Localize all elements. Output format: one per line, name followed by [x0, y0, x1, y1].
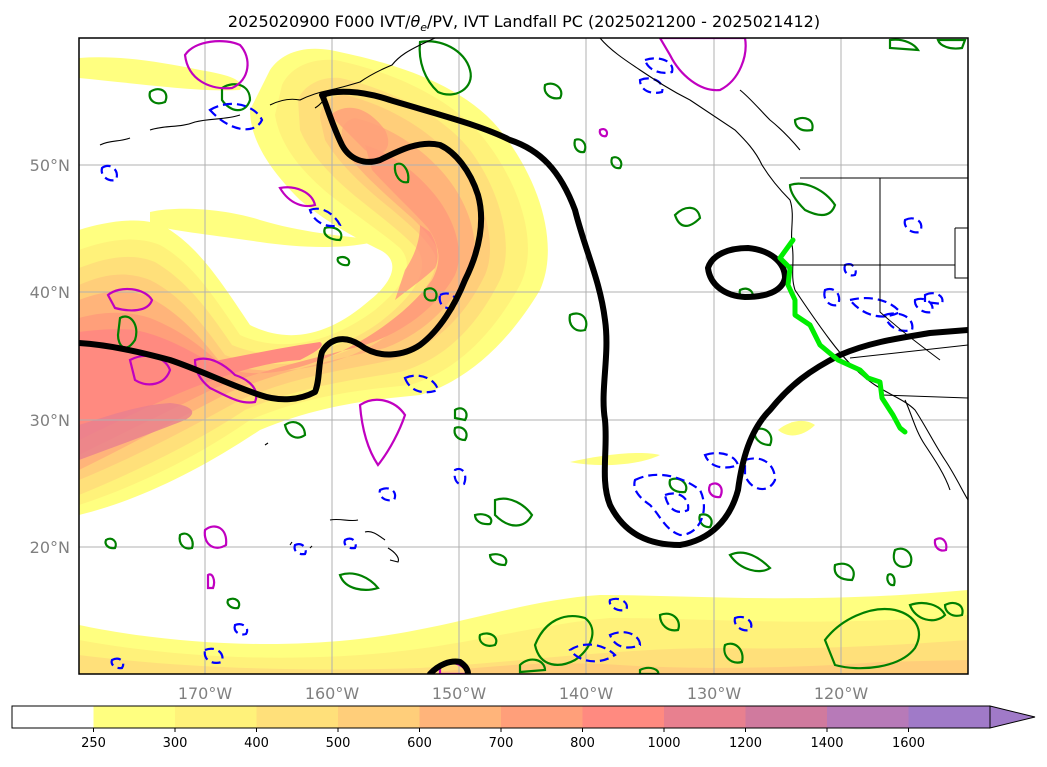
colorbar-segment	[501, 706, 583, 728]
colorbar-tick-label: 600	[407, 736, 432, 751]
pv-negative-contours	[100, 57, 944, 670]
colorbar-tick-label: 300	[163, 736, 188, 751]
colorbar-tick-label: 400	[244, 736, 269, 751]
colorbar-segment	[175, 706, 257, 728]
gridlines	[79, 38, 968, 674]
longitude-labels: 170°W 160°W 150°W 140°W 130°W 120°W	[178, 684, 869, 703]
chart-title: 2025020900 F000 IVT/θe/PV, IVT Landfall …	[228, 12, 820, 34]
lon-label: 150°W	[432, 684, 487, 703]
map-panel	[79, 38, 968, 674]
lon-label: 130°W	[687, 684, 742, 703]
latitude-labels: 50°N 40°N 30°N 20°N	[30, 156, 70, 557]
colorbar: 250 300 400 500 600 700 800 1000 1200 1400 1600	[11, 705, 1036, 751]
colorbar-segment	[664, 706, 746, 728]
lat-label: 20°N	[30, 538, 70, 557]
lat-label: 40°N	[30, 283, 70, 302]
colorbar-extend-arrow	[989, 705, 1036, 729]
lon-label: 120°W	[814, 684, 869, 703]
colorbar-tick-label: 700	[489, 736, 514, 751]
colorbar-segment	[827, 706, 909, 728]
colorbar-tick-label: 800	[570, 736, 595, 751]
lat-label: 30°N	[30, 411, 70, 430]
colorbar-segment	[12, 706, 94, 728]
colorbar-segment	[419, 706, 502, 728]
colorbar-tick-label: 1000	[647, 736, 680, 751]
colorbar-tick-label: 1200	[729, 736, 762, 751]
ivt-landfall-line	[777, 237, 908, 435]
colorbar-tick-label: 1600	[892, 736, 925, 751]
lon-label: 160°W	[305, 684, 360, 703]
colorbar-segment	[338, 706, 420, 728]
ivt-contour-lines	[79, 88, 968, 674]
colorbar-segment	[582, 706, 665, 728]
colorbar-tick-label: 500	[326, 736, 351, 751]
state-borders	[790, 177, 968, 399]
lat-label: 50°N	[30, 156, 70, 175]
colorbar-segment	[908, 706, 991, 728]
colorbar-segment	[745, 706, 828, 728]
colorbar-segment	[93, 706, 176, 728]
colorbar-tick-label: 1400	[810, 736, 843, 751]
map-frame	[78, 37, 969, 675]
lon-label: 170°W	[178, 684, 233, 703]
colorbar-tick-label: 250	[81, 736, 106, 751]
lon-label: 140°W	[559, 684, 614, 703]
colorbar-segment	[256, 706, 339, 728]
